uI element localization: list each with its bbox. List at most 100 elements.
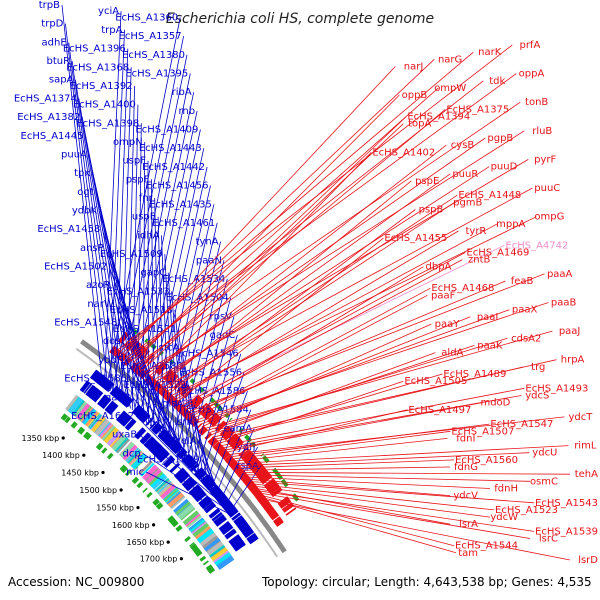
forward-gene-arrow [153, 446, 166, 459]
feature-band [100, 424, 115, 440]
marker-dot [185, 536, 191, 542]
topology-value: circular [321, 575, 367, 589]
gene-leader-line [142, 452, 227, 510]
marker-dot [119, 464, 127, 472]
gene-leader-line [219, 387, 525, 447]
gene-label: EcHS_A1409 [135, 125, 198, 136]
gene-label: EcHS_A1368 [66, 62, 129, 73]
gene-label: EcHS_A1572 [123, 380, 186, 391]
feature-band [111, 434, 127, 451]
feature-band [89, 414, 102, 430]
feature-band [86, 412, 101, 428]
gene-label: EcHS_A1374 [14, 93, 77, 104]
reverse-gene-arrow [144, 353, 155, 364]
feature-band [175, 501, 192, 517]
gene-label: rnb [178, 106, 195, 117]
gene-label: EcHS_A1505 [404, 376, 467, 387]
gene-leader-line [128, 378, 208, 487]
forward-gene-arrow [208, 508, 220, 519]
gene-label: EcHS_A1392 [70, 81, 133, 92]
gene-label: EcHS_A1400 [73, 100, 136, 111]
marker-dot [150, 343, 157, 350]
gene-leader-line [199, 316, 471, 425]
feature-band [173, 498, 189, 514]
marker-dot [278, 475, 282, 479]
gene-label: EcHS_A1396 [63, 44, 126, 55]
feature-band [142, 464, 159, 481]
gene-leader-line [248, 478, 451, 496]
gene-label: EcHS_A1458 [37, 224, 100, 235]
forward-gene-arrow [120, 414, 133, 427]
gene-label: rluB [532, 126, 552, 137]
forward-gene-block [90, 370, 98, 379]
gene-label: EcHS_A1497 [408, 405, 471, 416]
gene-label: puuC [534, 183, 560, 194]
reverse-gene-block [266, 507, 275, 515]
reverse-gene-arrow [238, 447, 249, 457]
gene-label: pgmB [453, 197, 482, 208]
marker-dot [202, 560, 209, 566]
gene-leader-line [164, 254, 176, 451]
marker-dot [146, 491, 153, 498]
feature-band [103, 427, 119, 444]
marker-dot [60, 413, 68, 421]
reverse-gene-arrow [242, 451, 256, 464]
gene-label: paaK [477, 340, 503, 351]
marker-dot [125, 470, 132, 477]
gene-leader-line [241, 466, 451, 471]
forward-gene-block [224, 503, 236, 514]
marker-dot [131, 476, 140, 484]
gene-leader-line [165, 202, 455, 393]
forward-gene-arrow [158, 451, 170, 462]
marker-dot [195, 550, 203, 557]
gene-leader-line [161, 235, 170, 446]
gene-leader-line [262, 497, 457, 554]
gene-label: adhE [42, 37, 67, 48]
feature-band [106, 430, 122, 447]
gene-label: dos [103, 336, 121, 347]
feature-band [203, 537, 221, 552]
marker-dot [144, 338, 149, 343]
forward-gene-block [96, 374, 107, 386]
gene-label: sfcA [159, 343, 180, 354]
scale-tick-mark [179, 557, 183, 561]
reverse-gene-block [225, 455, 234, 464]
gene-label: prfA [519, 40, 540, 51]
reverse-gene-block [249, 485, 258, 493]
gene-leader-line [252, 483, 495, 511]
feature-band [122, 445, 138, 461]
feature-band [206, 541, 224, 556]
feature-band [163, 487, 179, 502]
gene-label: EcHS_A1402 [372, 147, 435, 158]
gene-label: zntB [468, 255, 491, 266]
forward-gene-arrow [124, 418, 137, 431]
gene-label: dbpA [426, 262, 452, 273]
gene-label: EcHS_A1445 [21, 131, 84, 142]
gene-leader-line [119, 51, 474, 353]
forward-gene-block [116, 391, 125, 401]
scale-tick-mark [166, 540, 170, 544]
forward-gene-arrow [87, 386, 97, 398]
gene-leader-line [75, 79, 126, 404]
forward-gene-arrow [79, 380, 90, 392]
forward-gene-arrow [156, 449, 168, 461]
feature-band [165, 490, 182, 506]
gene-label: EcHS_A1534 [162, 274, 225, 285]
gene-label: fdnG [454, 462, 478, 473]
gene-label: paaF [431, 290, 456, 301]
gene-leader-line [228, 465, 262, 513]
scale-tick-label: 1650 kbp [126, 538, 164, 547]
feature-band [85, 410, 99, 427]
gene-leader-line [132, 94, 400, 364]
reverse-gene-block [274, 518, 283, 525]
scale-tick-label: 1400 kbp [42, 451, 80, 460]
gene-label: ydcV [453, 491, 478, 502]
gene-label: dcp [122, 448, 140, 459]
topology-label: Topology: [262, 575, 319, 589]
marker-dot [101, 447, 108, 454]
feature-band [210, 547, 229, 562]
gene-leader-line [149, 166, 208, 427]
gene-label: EcHS_A1456 [146, 181, 209, 192]
forward-gene-arrow [228, 534, 242, 546]
forward-gene-block [121, 395, 130, 405]
